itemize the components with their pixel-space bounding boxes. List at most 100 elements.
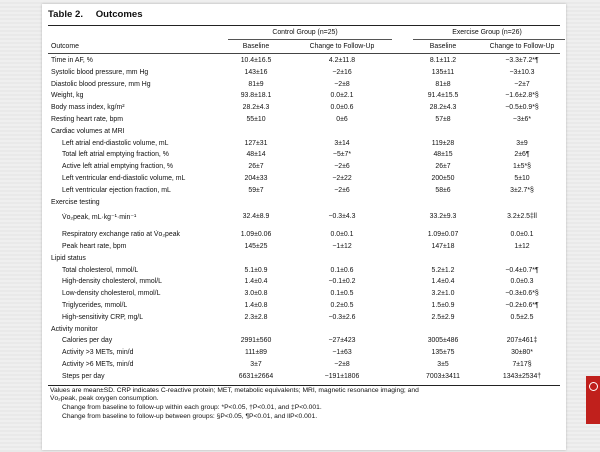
table-row: Left ventricular ejection fraction, mL 59… (0, 187, 600, 199)
row-label: Left atrial end-diastolic volume, mL (62, 139, 169, 147)
exercise-baseline-cell: 135±11 (431, 68, 455, 76)
control-change-cell: −2±8 (334, 361, 350, 368)
control-baseline-cell: 81±9 (248, 80, 264, 88)
control-change-cell: 0.2±0.5 (330, 302, 354, 309)
control-baseline-cell: 48±14 (246, 151, 266, 159)
exercise-change-cell: −3±6* (512, 116, 532, 123)
table-row: Total left atrial emptying fraction, % 48… (0, 151, 600, 163)
table-row: Steps per day 6631±2664 −191±1806 7003±3411… (0, 373, 600, 385)
row-label: Left ventricular end-diastolic volume, m… (62, 175, 186, 182)
exercise-baseline-cell: 135±75 (431, 349, 455, 357)
row-label: Activity monitor (51, 325, 98, 333)
table-row: Systolic blood pressure, mm Hg 143±16 −2±1… (0, 69, 600, 81)
exercise-change-cell: −2±7 (514, 80, 530, 88)
control-change-cell: −5±7* (332, 151, 352, 159)
control-change-cell: −2±6 (334, 186, 350, 194)
control-change-cell: −0.1±0.2 (328, 278, 356, 286)
exercise-change-cell: 0.0±0.3 (510, 278, 534, 286)
table-row: Weight, kg 93.8±18.1 0.0±2.1 91.4±15.5 −1.6±… (0, 92, 600, 104)
exercise-change-cell: 1343±2534† (502, 372, 542, 380)
control-change-cell: −2±22 (332, 175, 352, 182)
col-header-outcome: Outcome (51, 43, 79, 50)
control-baseline-cell: 143±16 (244, 68, 268, 76)
control-baseline-cell: 55±10 (246, 116, 266, 123)
table-footnote: Change from baseline to follow-up betwee… (62, 412, 318, 420)
table-row: Active left atrial emptying fraction, % 2… (0, 163, 600, 175)
row-label: Calories per day (62, 337, 113, 345)
control-change-cell: 0.1±0.5 (330, 290, 354, 298)
row-label: Systolic blood pressure, mm Hg (51, 68, 149, 76)
exercise-change-cell: 3±9 (516, 139, 528, 147)
exercise-baseline-cell: 3005±486 (427, 337, 459, 345)
table-row: Diastolic blood pressure, mm Hg 81±9 −2±8 8… (0, 81, 600, 93)
row-label: V̇o₂peak, mL·kg⁻¹·min⁻¹ (62, 214, 137, 222)
exercise-change-cell: 1±12 (514, 243, 530, 250)
table-row: Calories per day 2991±560 −27±423 3005±486 2… (0, 337, 600, 349)
exercise-baseline-cell: 81±8 (435, 80, 451, 88)
exercise-baseline-cell: 26±7 (435, 163, 451, 171)
control-baseline-cell: 59±7 (248, 186, 264, 194)
header-rule (48, 53, 560, 54)
table-page (42, 4, 566, 450)
row-label: Activity >3 METs, min/d (62, 349, 134, 357)
exercise-baseline-cell: 2.5±2.9 (431, 313, 455, 321)
row-label: Lipid status (51, 254, 86, 262)
row-label: Cardiac volumes at MRI (51, 127, 125, 135)
control-change-cell: −1±12 (332, 243, 352, 250)
row-label: Exercise testing (51, 198, 100, 206)
exercise-change-cell: −3±10.3 (509, 68, 535, 76)
exercise-baseline-cell: 58±6 (435, 186, 451, 194)
exercise-baseline-cell: 119±28 (431, 139, 455, 147)
control-baseline-cell: 2.3±2.8 (244, 313, 268, 321)
control-change-cell: 0.1±0.6 (330, 266, 354, 274)
table-footnote: Change from baseline to follow-up within… (62, 403, 322, 411)
exercise-group-header: Exercise Group (n=26) (452, 29, 522, 36)
control-baseline-cell: 93.8±18.1 (240, 92, 272, 100)
table-row: Left atrial end-diastolic volume, mL 127±… (0, 140, 600, 152)
control-baseline-cell: 127±31 (244, 139, 268, 147)
exercise-baseline-cell: 91.4±15.5 (427, 92, 459, 100)
row-label: High-sensitivity CRP, mg/L (62, 313, 144, 321)
exercise-baseline-cell: 33.2±9.3 (429, 213, 457, 221)
row-label: Time in AF, % (51, 57, 93, 64)
control-baseline-cell: 2991±560 (240, 337, 272, 345)
table-row: High-density cholesterol, mmol/L 1.4±0.4 −… (0, 278, 600, 290)
exercise-baseline-cell: 1.5±0.9 (431, 302, 455, 309)
exercise-change-cell: −1.6±2.8*§ (505, 92, 539, 100)
side-tab (586, 376, 600, 424)
table-name: Outcomes (95, 9, 143, 20)
control-baseline-cell: 5.1±0.9 (244, 266, 268, 274)
control-change-cell: 3±14 (334, 139, 350, 147)
row-label: Weight, kg (51, 92, 84, 100)
exercise-change-cell: 207±461‡ (506, 337, 538, 345)
control-change-cell: −27±423 (328, 337, 356, 345)
exercise-change-cell: 3.2±2.5‡ll (507, 213, 537, 221)
control-change-cell: −1±63 (332, 349, 352, 357)
control-change-cell: −0.3±2.6 (328, 313, 356, 321)
table-row: Triglycerides, mmol/L 1.4±0.8 0.2±0.5 1.5±0… (0, 302, 600, 314)
exercise-baseline-cell: 1.09±0.07 (427, 231, 459, 239)
control-change-cell: −2±6 (334, 163, 350, 171)
table-row: Left ventricular end-diastolic volume, m… (0, 175, 600, 187)
control-change-cell: 4.2±11.8 (328, 57, 356, 64)
exercise-baseline-cell: 5.2±1.2 (431, 266, 455, 274)
table-row: Resting heart rate, bpm 55±10 0±6 57±8 −3±6* (0, 116, 600, 128)
col-header-exercise-baseline: Baseline (429, 43, 457, 50)
control-baseline-cell: 3±7 (250, 361, 262, 368)
row-label: Steps per day (62, 372, 105, 380)
table-footnote: Values are mean±SD. CRP indicates C-reac… (50, 386, 419, 394)
control-change-cell: 0.0±0.1 (330, 231, 354, 239)
exercise-change-cell: −0.3±0.6*§ (505, 290, 539, 298)
table-label: Table 2. (48, 9, 84, 20)
table-title: Table 2. Outcomes (48, 9, 143, 20)
row-label: High-density cholesterol, mmol/L (62, 278, 162, 286)
control-change-cell: 0.0±2.1 (330, 92, 354, 100)
table-row: Exercise testing (0, 199, 600, 211)
control-baseline-cell: 10.4±16.5 (240, 57, 272, 64)
exercise-change-cell: −0.5±0.9*§ (505, 104, 539, 112)
exercise-change-cell: −3.3±7.2*¶ (505, 57, 539, 64)
control-change-cell: −2±16 (332, 68, 352, 76)
exercise-baseline-cell: 3±5 (437, 361, 449, 368)
control-baseline-cell: 111±89 (245, 349, 267, 357)
exercise-change-cell: 3±2.7*§ (510, 186, 534, 194)
